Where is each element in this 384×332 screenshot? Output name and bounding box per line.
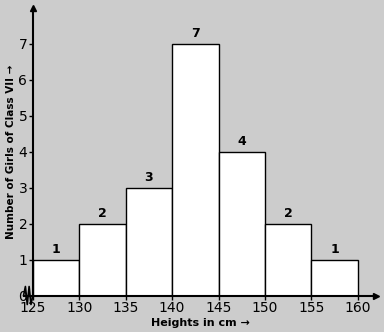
X-axis label: Heights in cm →: Heights in cm → [151,318,249,328]
Bar [265,223,311,295]
Bar [172,43,218,295]
Bar [79,223,126,295]
Text: 1: 1 [330,243,339,256]
Text: 4: 4 [237,135,246,148]
Text: 3: 3 [144,171,153,184]
Text: 2: 2 [284,207,293,220]
Y-axis label: Number of Girls of Class VII →: Number of Girls of Class VII → [6,64,16,239]
Text: 7: 7 [191,27,200,40]
Bar [218,152,265,295]
Text: 2: 2 [98,207,107,220]
Bar [33,260,79,295]
Text: 1: 1 [52,243,60,256]
Bar [311,260,358,295]
Bar [126,188,172,295]
